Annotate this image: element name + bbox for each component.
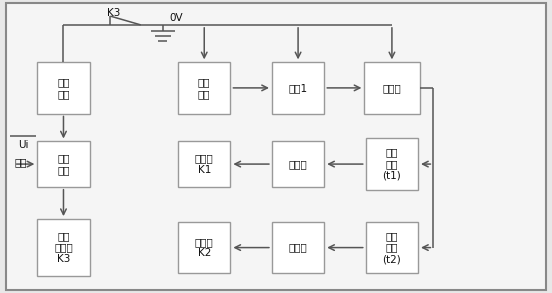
Bar: [365, 222, 418, 273]
Text: 整定
开关
(t2): 整定 开关 (t2): [383, 231, 401, 264]
Text: 计数器: 计数器: [383, 83, 401, 93]
Bar: [272, 222, 325, 273]
Bar: [38, 219, 89, 276]
Bar: [272, 62, 325, 114]
Text: 驱动器: 驱动器: [289, 159, 307, 169]
Bar: [365, 138, 418, 190]
Text: 交流: 交流: [15, 158, 27, 168]
Bar: [272, 142, 325, 187]
Text: 整流
降压: 整流 降压: [57, 153, 70, 175]
Bar: [178, 222, 231, 273]
Text: Ui: Ui: [18, 140, 29, 150]
Text: 储能
电源: 储能 电源: [57, 77, 70, 99]
Bar: [178, 142, 231, 187]
Text: 晶体
分频: 晶体 分频: [198, 77, 210, 99]
Bar: [178, 62, 231, 114]
Text: 继电器
K1: 继电器 K1: [195, 153, 214, 175]
Text: K3: K3: [107, 8, 120, 18]
Bar: [38, 142, 89, 187]
Text: 0V: 0V: [169, 13, 183, 23]
Text: 瞬动
继电器
K3: 瞬动 继电器 K3: [54, 231, 73, 264]
Bar: [38, 62, 89, 114]
Text: 整定
开关
(t1): 整定 开关 (t1): [383, 147, 401, 181]
Text: 分频1: 分频1: [289, 83, 307, 93]
Text: 继电器
K2: 继电器 K2: [195, 237, 214, 258]
Text: 驱动器: 驱动器: [289, 243, 307, 253]
Bar: [364, 62, 420, 114]
